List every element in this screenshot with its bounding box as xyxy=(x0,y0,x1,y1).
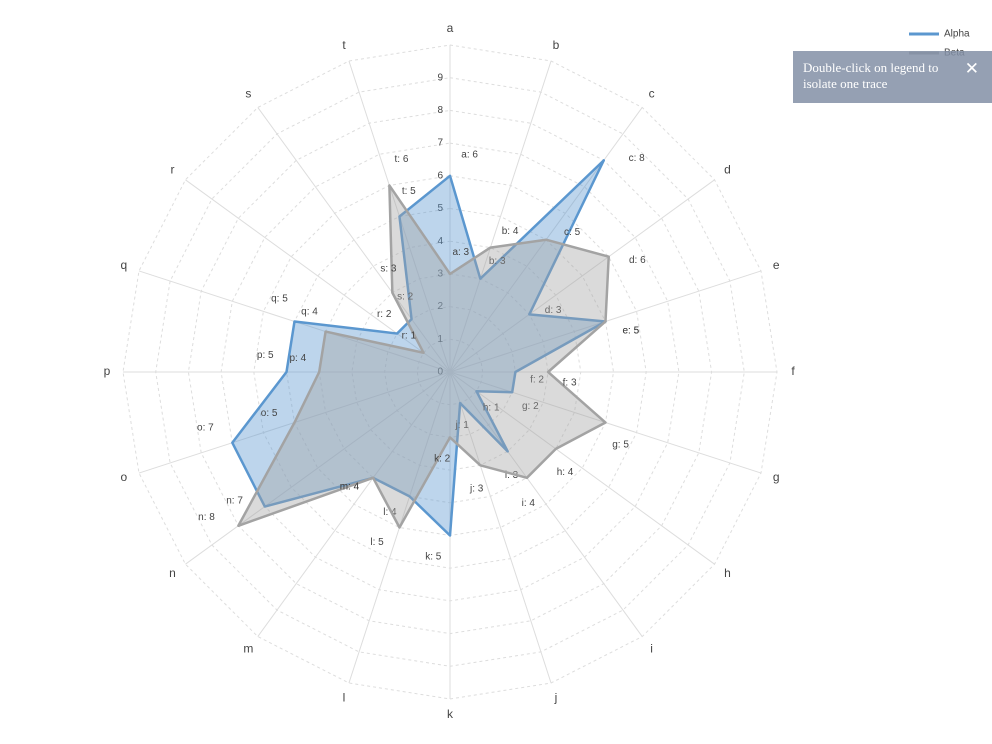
r-tick-label: 8 xyxy=(437,105,443,116)
value-label: p: 4 xyxy=(289,353,306,364)
value-label: h: 4 xyxy=(557,467,574,478)
value-label: k: 5 xyxy=(425,551,442,562)
r-tick-label: 4 xyxy=(437,236,443,247)
r-tick-label: 1 xyxy=(437,334,443,345)
value-label: d: 6 xyxy=(629,255,646,266)
value-label: g: 5 xyxy=(612,440,629,451)
category-label: n xyxy=(169,566,176,580)
value-label: k: 2 xyxy=(434,454,451,465)
category-label: c xyxy=(649,87,655,101)
value-label: s: 2 xyxy=(397,292,414,303)
value-label: t: 6 xyxy=(395,154,409,165)
category-label: j xyxy=(554,690,558,704)
value-label: i: 3 xyxy=(505,470,519,481)
value-label: r: 2 xyxy=(377,309,392,320)
value-label: e: 5 xyxy=(623,325,640,336)
value-label: s: 3 xyxy=(380,264,397,275)
axis-spoke xyxy=(449,371,643,637)
category-label: k xyxy=(447,707,454,721)
axis-spoke xyxy=(449,371,715,565)
value-label: c: 5 xyxy=(564,227,581,238)
value-label: q: 4 xyxy=(301,307,318,318)
category-label: l xyxy=(343,690,346,704)
value-label: h: 1 xyxy=(483,403,500,414)
value-label: a: 3 xyxy=(452,247,469,258)
series-area xyxy=(231,159,607,537)
category-label: p xyxy=(104,364,111,378)
value-label: j: 3 xyxy=(469,484,484,495)
category-label: f xyxy=(791,364,795,378)
value-label: e: 5 xyxy=(623,325,640,336)
value-label: n: 8 xyxy=(198,512,215,523)
category-label: a xyxy=(447,21,454,35)
value-label: o: 5 xyxy=(261,408,278,419)
category-label: e xyxy=(773,258,780,272)
axis-spoke xyxy=(257,107,451,373)
value-label: n: 7 xyxy=(226,495,243,506)
r-tick-label: 5 xyxy=(437,203,443,214)
axis-spoke xyxy=(257,371,451,637)
category-label: m xyxy=(243,642,253,656)
value-label: l: 5 xyxy=(370,537,384,548)
r-tick-label: 6 xyxy=(437,170,443,181)
value-label: b: 3 xyxy=(489,256,506,267)
category-label: g xyxy=(773,470,780,484)
category-label: t xyxy=(342,38,346,52)
series-area xyxy=(237,184,610,529)
value-label: b: 4 xyxy=(502,226,519,237)
value-label: g: 2 xyxy=(522,401,539,412)
category-label: i xyxy=(650,642,653,656)
value-label: r: 1 xyxy=(402,331,417,342)
category-label: q xyxy=(120,258,127,272)
category-label: o xyxy=(120,470,127,484)
category-label: r xyxy=(171,163,175,177)
r-tick-label: 9 xyxy=(437,72,443,83)
category-label: d xyxy=(724,163,731,177)
category-label: h xyxy=(724,566,731,580)
value-label: f: 2 xyxy=(530,374,544,385)
legend-label[interactable]: Alpha xyxy=(944,29,970,40)
r-tick-label: 7 xyxy=(437,138,443,149)
grid-ring xyxy=(122,44,778,700)
category-label: s xyxy=(245,87,251,101)
value-label: c: 8 xyxy=(629,153,646,164)
value-label: d: 3 xyxy=(545,305,562,316)
r-tick-label: 0 xyxy=(437,367,443,378)
tooltip-text: Double-click on legend to isolate one tr… xyxy=(803,60,939,91)
value-label: i: 4 xyxy=(522,498,536,509)
value-label: o: 7 xyxy=(197,422,214,433)
axis-spoke xyxy=(449,60,552,373)
r-tick-label: 3 xyxy=(437,269,443,280)
value-label: f: 3 xyxy=(563,377,577,388)
tooltip: Double-click on legend to isolate one tr… xyxy=(793,51,992,103)
value-label: p: 5 xyxy=(257,350,274,361)
category-label: b xyxy=(553,38,560,52)
axis-spoke xyxy=(449,371,552,684)
value-label: a: 6 xyxy=(461,149,478,160)
value-label: j: 1 xyxy=(454,420,469,431)
value-label: t: 5 xyxy=(402,186,416,197)
value-label: q: 5 xyxy=(271,294,288,305)
value-label: l: 4 xyxy=(383,507,397,518)
value-label: m: 4 xyxy=(340,482,360,493)
axis-spoke xyxy=(449,179,715,373)
close-button[interactable]: ✕ xyxy=(964,59,979,79)
axis-spoke xyxy=(185,371,451,565)
r-tick-label: 2 xyxy=(437,301,443,312)
axis-spoke xyxy=(185,179,451,373)
